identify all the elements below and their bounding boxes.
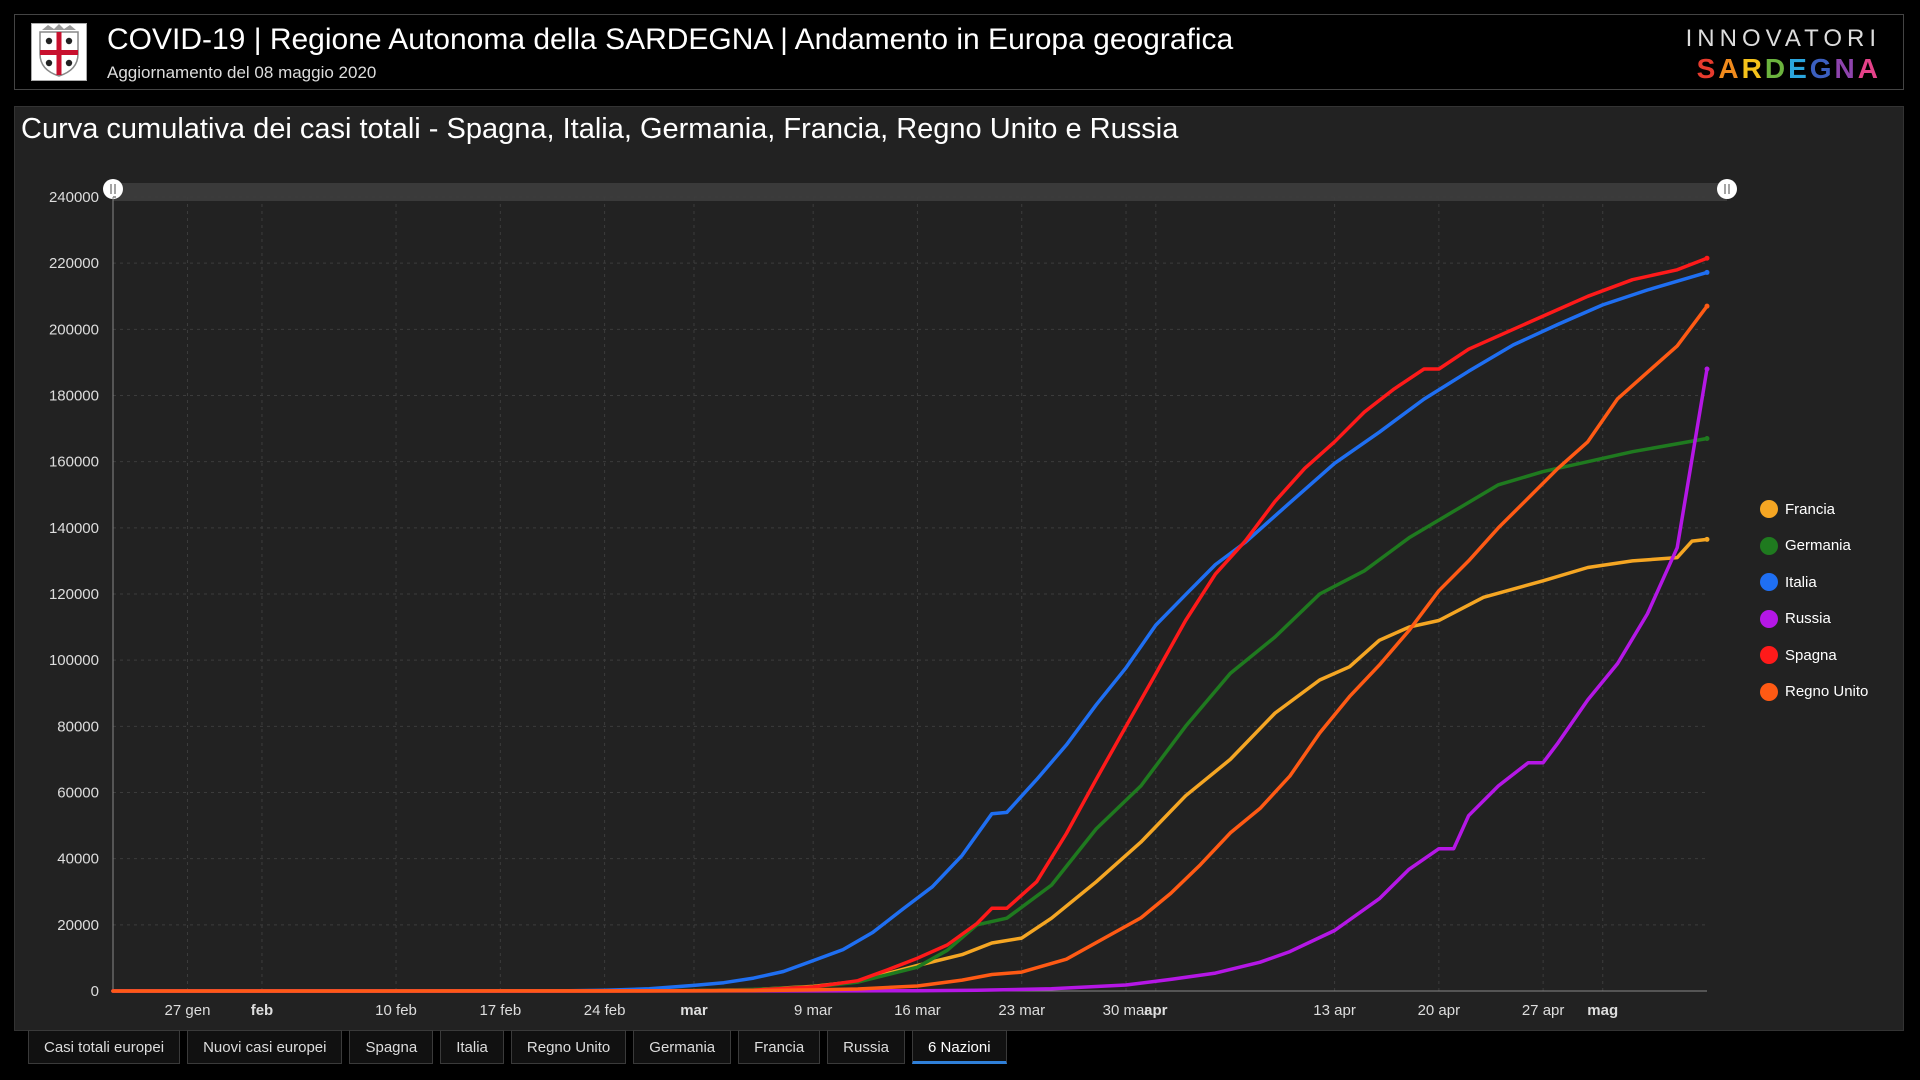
- y-tick-label: 160000: [49, 454, 99, 471]
- innovatori-sardegna-logo: INNOVATORI SARDEGNA: [1686, 25, 1881, 85]
- series-line-germania: [111, 436, 1709, 993]
- tab-bar: Casi totali europei Nuovi casi europei Spa…: [28, 1030, 1014, 1066]
- x-tick-label: 24 feb: [584, 1002, 626, 1019]
- x-tick-label: 13 apr: [1313, 1002, 1356, 1019]
- series-line-russia: [111, 367, 1709, 993]
- x-tick-label: mag: [1587, 1002, 1618, 1019]
- page-title: COVID-19 | Regione Autonoma della SARDEG…: [107, 23, 1234, 56]
- legend-item[interactable]: Francia: [1760, 491, 1868, 528]
- tab-italia[interactable]: Italia: [440, 1030, 504, 1064]
- x-tick-label: 30 mar: [1103, 1002, 1150, 1019]
- range-slider-track: [113, 183, 1727, 201]
- series-line-francia: [111, 537, 1709, 993]
- y-tick-label: 220000: [49, 255, 99, 272]
- tab-regno-unito[interactable]: Regno Unito: [510, 1030, 627, 1064]
- x-tick-label: 16 mar: [894, 1002, 941, 1019]
- x-tick-label: 20 apr: [1418, 1002, 1461, 1019]
- legend-item[interactable]: Spagna: [1760, 637, 1868, 674]
- x-tick-label: mar: [680, 1002, 708, 1019]
- series-endpoint-francia: [1704, 536, 1710, 542]
- y-tick-label: 200000: [49, 321, 99, 338]
- tab-spagna[interactable]: Spagna: [349, 1030, 434, 1064]
- tab-francia[interactable]: Francia: [738, 1030, 821, 1064]
- chart-panel: Curva cumulativa dei casi totali - Spagn…: [14, 106, 1904, 1031]
- legend-swatch: [1760, 646, 1778, 665]
- tab-germania[interactable]: Germania: [633, 1030, 732, 1064]
- y-tick-label: 80000: [57, 718, 99, 735]
- chart-title: Curva cumulativa dei casi totali - Spagn…: [21, 113, 1179, 145]
- y-tick-label: 40000: [57, 851, 99, 868]
- range-handle-start[interactable]: [103, 179, 123, 199]
- series-endpoint-spagna: [1704, 255, 1710, 261]
- legend-item[interactable]: Germania: [1760, 528, 1868, 565]
- range-handle-end[interactable]: [1717, 179, 1737, 199]
- y-tick-label: 0: [91, 983, 99, 1000]
- legend-label: Regno Unito: [1785, 683, 1869, 701]
- x-tick-label: apr: [1144, 1002, 1168, 1019]
- legend-swatch: [1760, 500, 1778, 519]
- tab-nuovi-casi-europei[interactable]: Nuovi casi europei: [187, 1030, 343, 1064]
- line-chart: 0 20000 40000 60000 80000 100000 120000 140000 1…: [49, 179, 1737, 1019]
- dashboard-header: COVID-19 | Regione Autonoma della SARDEG…: [14, 14, 1904, 90]
- legend-label: Germania: [1785, 537, 1851, 555]
- legend-item[interactable]: Regno Unito: [1760, 674, 1868, 711]
- x-tick-label: 10 feb: [375, 1002, 417, 1019]
- crest-icon: [39, 24, 79, 77]
- y-tick-label: 180000: [49, 388, 99, 405]
- x-tick-label: 17 feb: [479, 1002, 521, 1019]
- series-line-regno-unito: [111, 304, 1709, 993]
- y-tick-label: 100000: [49, 652, 99, 669]
- legend-swatch: [1760, 573, 1778, 592]
- legend-label: Francia: [1785, 500, 1836, 518]
- brand-top-text: INNOVATORI: [1685, 25, 1881, 52]
- legend-item[interactable]: Italia: [1760, 564, 1868, 601]
- series-endpoint-regno-unito: [1704, 303, 1710, 309]
- legend-swatch: [1760, 682, 1778, 701]
- tab-casi-totali-europei[interactable]: Casi totali europei: [28, 1030, 181, 1064]
- legend-swatch: [1760, 609, 1778, 628]
- x-tick-label: 9 mar: [794, 1002, 832, 1019]
- x-tick-label: 23 mar: [998, 1002, 1045, 1019]
- series-endpoint-russia: [1704, 366, 1710, 372]
- x-tick-label: feb: [251, 1002, 274, 1019]
- tab-russia[interactable]: Russia: [827, 1030, 906, 1064]
- x-tick-label: 27 gen: [165, 1002, 211, 1019]
- legend-swatch: [1760, 536, 1778, 555]
- x-tick-label: 27 apr: [1522, 1002, 1565, 1019]
- sardinia-crest-logo: [31, 23, 87, 81]
- y-tick-label: 20000: [57, 917, 99, 934]
- y-tick-label: 240000: [49, 189, 99, 206]
- legend-label: Italia: [1785, 573, 1817, 591]
- series-endpoint-italia: [1704, 269, 1710, 275]
- series-endpoint-germania: [1704, 436, 1710, 442]
- series-line-italia: [111, 270, 1709, 993]
- series-line-spagna: [111, 256, 1709, 993]
- y-tick-label: 120000: [49, 586, 99, 603]
- y-tick-label: 140000: [49, 520, 99, 537]
- update-date: Aggiornamento del 08 maggio 2020: [107, 63, 377, 82]
- chart-legend[interactable]: Francia Germania Italia Russia Spagna Regno U…: [1760, 491, 1868, 710]
- legend-item[interactable]: Russia: [1760, 601, 1868, 638]
- y-tick-label: 60000: [57, 785, 99, 802]
- legend-label: Spagna: [1785, 646, 1837, 664]
- tab-6-nazioni[interactable]: 6 Nazioni: [912, 1030, 1007, 1064]
- legend-label: Russia: [1785, 610, 1831, 628]
- brand-bottom-text: SARDEGNA: [1696, 53, 1881, 84]
